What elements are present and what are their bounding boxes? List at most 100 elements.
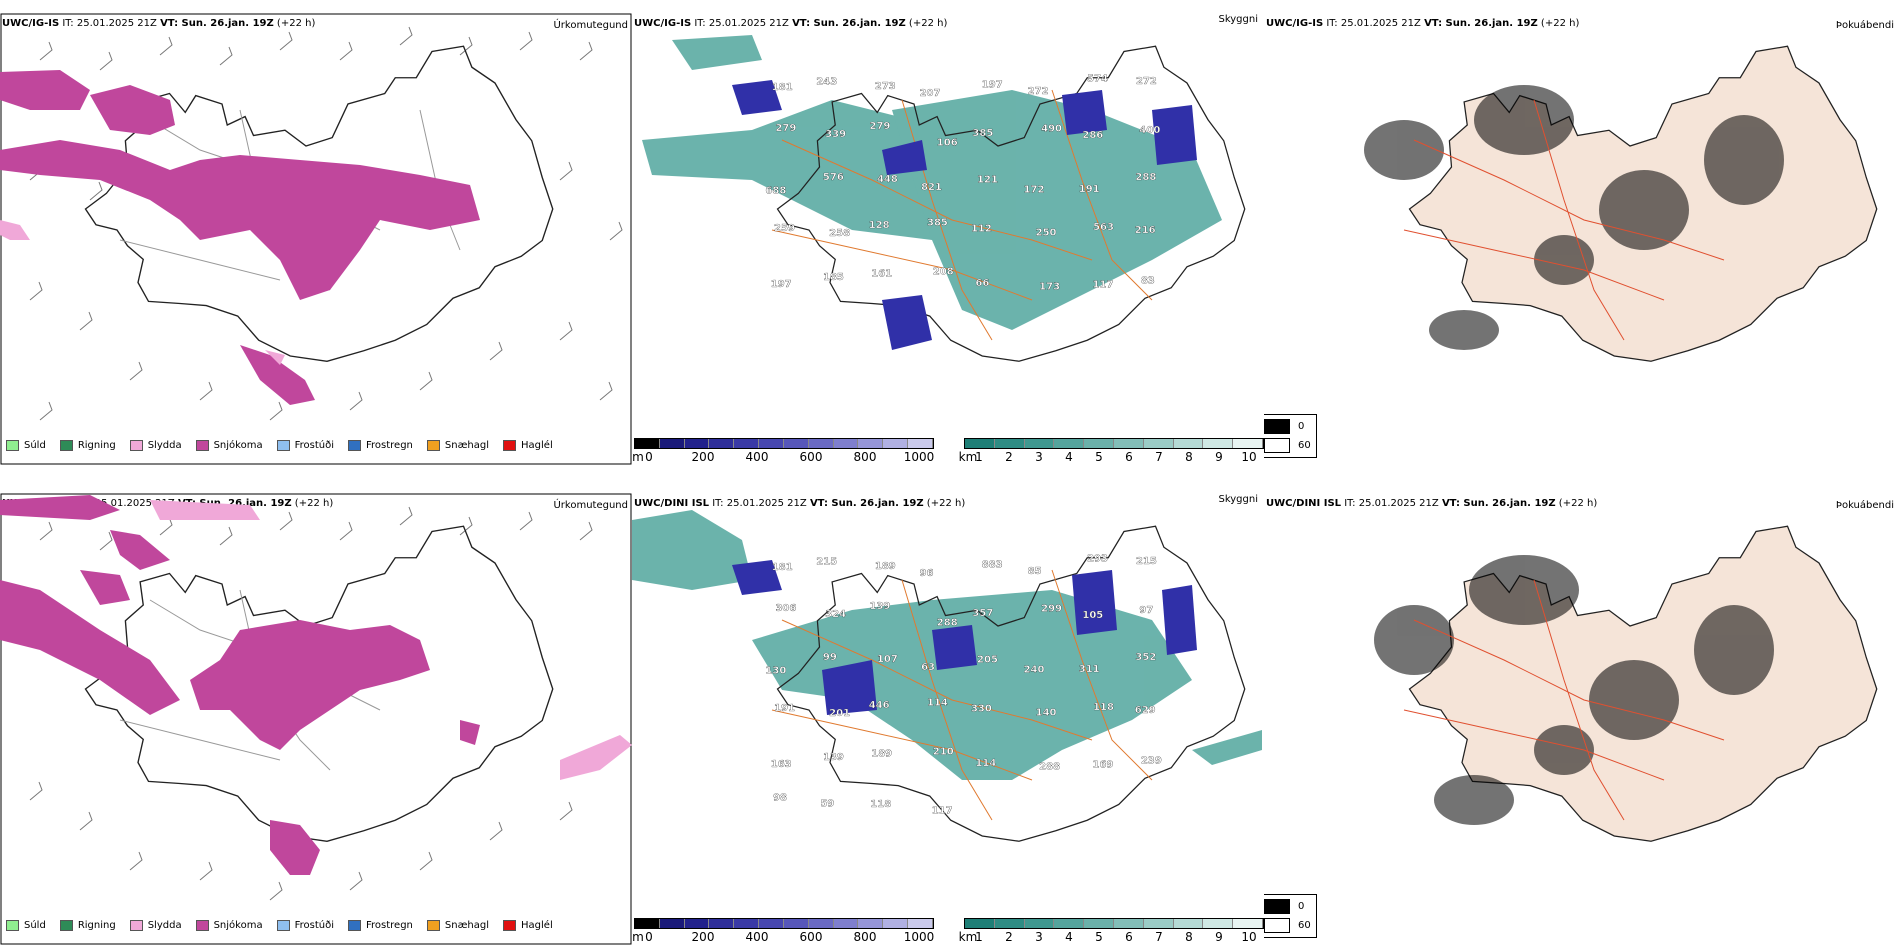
cloud-base-value: 189 [871, 748, 892, 759]
precip-legend: Súld Rigning Slydda Snjókoma Frostúði Fr… [6, 920, 567, 931]
colorbar-swatch [1113, 439, 1144, 448]
colorbar-swatch [734, 919, 760, 928]
cloud-base-value: 130 [765, 666, 786, 677]
snow-pellets-swatch [426, 440, 440, 451]
cloud-base-value: 576 [823, 172, 844, 183]
colorbar-swatch [994, 439, 1025, 448]
legend-item-snow-pellets: Snæhagl [426, 440, 489, 451]
cloud-base-value: 118 [1093, 702, 1114, 713]
cloud-base-value: 197 [771, 279, 792, 290]
colorbar-tick-label: 0 [645, 450, 653, 464]
freezing-rain-swatch [348, 920, 361, 931]
drizzle-swatch [6, 440, 19, 451]
snow-swatch [195, 440, 209, 451]
roads [1403, 99, 1725, 341]
colorbar-swatch [1084, 919, 1114, 928]
colorbar-swatch [883, 439, 909, 448]
colorbar-unit: m [632, 930, 644, 944]
cloud-base-numbers: 181 215 189 96 883 85 293 215 306 324 139 288 357 299… [765, 553, 1162, 816]
cloud-base-value: 688 [765, 186, 786, 197]
cloud-base-areas [732, 560, 1197, 715]
cloud-base-value: 259 [774, 223, 795, 234]
colorbar-tick-label: 1000 [903, 930, 935, 944]
colorbar-tick-label: 1 [975, 450, 983, 464]
cloud-base-value: 139 [870, 601, 891, 612]
cloud-base-value: 243 [816, 76, 837, 87]
cloud-base-value: 330 [971, 703, 992, 714]
colorbar-tick-label: 1 [975, 930, 983, 944]
cloud-base-value: 181 [772, 82, 793, 93]
cloud-base-value: 448 [877, 174, 898, 185]
fog-swatch-white [1264, 918, 1290, 933]
colorbar-swatch [783, 439, 809, 448]
cloud-base-value: 191 [774, 703, 795, 714]
legend-item-freezing-drizzle: Frostúði [276, 440, 334, 451]
snow-areas [0, 495, 480, 875]
cloud-base-value: 239 [1141, 756, 1162, 767]
colorbar-swatch [965, 439, 995, 448]
legend-item-drizzle: Súld [6, 920, 46, 931]
cloud-base-value: 128 [869, 220, 890, 231]
cloud-base-value: 299 [1041, 603, 1062, 614]
colorbar-tick-label: 5 [1095, 930, 1103, 944]
cloud-base-value: 189 [875, 561, 896, 572]
colorbar-tick-label: 400 [745, 450, 769, 464]
colorbar-swatch [659, 439, 685, 448]
cloud-base-value: 215 [816, 556, 837, 567]
colorbar-tick-label: 9 [1215, 930, 1223, 944]
fog-swatch-white [1264, 438, 1290, 453]
cloud-base-value: 83 [1141, 276, 1155, 287]
colorbar-swatch [908, 919, 933, 928]
fog-legend: 0 60 [1264, 894, 1317, 938]
cloud-base-value: 97 [1139, 605, 1153, 616]
colorbar-swatch [684, 919, 710, 928]
legend-item-rain: Rigning [59, 440, 116, 451]
cloud-base-value: 96 [920, 568, 934, 579]
cloud-base-value: 169 [1093, 759, 1114, 770]
cloud-panel-1: UWC/IG-IS IT: 25.01.2025 21Z VT: Sun. 26… [632, 0, 1264, 470]
colorbar-tick-label: 800 [853, 930, 877, 944]
precip-type-panel-2: UWC/DINI ISL IT: 25.01.2025 21Z VT: Sun.… [0, 480, 632, 950]
cloud-base-value: 66 [975, 278, 989, 289]
cloud-base-value: 117 [1093, 279, 1114, 290]
roads [771, 569, 1153, 821]
colorbar-tick-label: 5 [1095, 450, 1103, 464]
cloud-base-value: 288 [937, 617, 958, 628]
roads [1403, 579, 1725, 821]
colorbar-tick-label: 600 [799, 450, 823, 464]
colorbar-swatch [833, 439, 859, 448]
cloud-base-value: 114 [975, 758, 996, 769]
freezing-drizzle-swatch [276, 440, 290, 451]
precip-type-panel-1: UWC/IG-IS IT: 25.01.2025 21Z VT: Sun. 26… [0, 0, 632, 470]
colorbar-swatch [1233, 919, 1263, 928]
colorbar-swatch [635, 919, 660, 928]
cloud-base-value: 400 [1139, 125, 1160, 136]
fog-legend-item-60: 60 [1264, 438, 1311, 453]
cloud-base-value: 352 [1135, 652, 1156, 663]
cloud-base-value: 446 [869, 700, 890, 711]
cloud-map: 181 243 273 207 197 272 574 272 279 339 279 106 385 4… [642, 35, 1246, 362]
fog-map [1374, 525, 1878, 842]
fog-legend: 0 60 [1264, 414, 1317, 458]
colorbar-tick-label: 9 [1215, 450, 1223, 464]
colorbar-unit: m [632, 450, 644, 464]
legend-item-sleet: Slydda [129, 440, 182, 451]
colorbar-swatch [994, 919, 1025, 928]
colorbar-tick-label: 4 [1065, 450, 1073, 464]
freezing-drizzle-swatch [276, 920, 290, 931]
colorbar-tick-label: 1000 [903, 450, 935, 464]
field-label: Úrkomutegund [553, 20, 628, 31]
cloud-base-value: 288 [1039, 761, 1060, 772]
visibility-colorbar: km 1 2 3 4 5 6 7 8 9 10 [959, 918, 1264, 944]
legend-item-sleet: Slydda [129, 920, 182, 931]
colorbar-swatch [1143, 919, 1174, 928]
field-label: Skyggni [1218, 494, 1258, 505]
cloud-base-value: 563 [1093, 222, 1114, 233]
cloud-base-value: 574 [1087, 73, 1108, 84]
cloud-base-value: 118 [870, 799, 891, 810]
wind-barbs [29, 26, 623, 421]
legend-item-freezing-drizzle: Frostúði [276, 920, 334, 931]
drizzle-swatch [6, 920, 19, 931]
colorbar-tick-label: 7 [1155, 930, 1163, 944]
colorbar-tick-label: 8 [1185, 930, 1193, 944]
